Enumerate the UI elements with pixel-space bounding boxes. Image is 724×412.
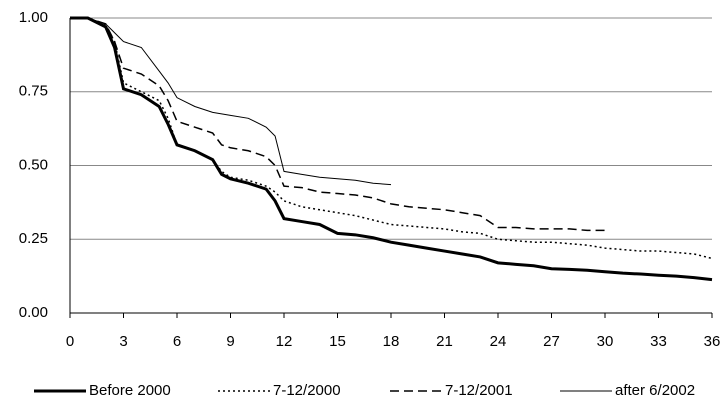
x-tick-label: 24 xyxy=(490,333,507,350)
series-line xyxy=(70,17,605,232)
y-tick-label: 0.25 xyxy=(19,230,48,247)
x-tick-label: 3 xyxy=(119,333,127,350)
x-tick-label: 0 xyxy=(66,333,74,350)
legend-label: Before 2000 xyxy=(89,382,171,399)
legend-label: 7-12/2000 xyxy=(273,382,341,399)
x-tick-label: 15 xyxy=(329,333,346,350)
x-tick-label: 6 xyxy=(173,333,181,350)
y-tick-label: 0.75 xyxy=(19,83,48,100)
legend-label: 7-12/2001 xyxy=(445,382,513,399)
x-tick-label: 33 xyxy=(650,333,667,350)
series-line xyxy=(70,16,713,282)
x-tick-label: 9 xyxy=(226,333,234,350)
y-tick-label: 0.50 xyxy=(19,156,48,173)
x-tick-label: 30 xyxy=(597,333,614,350)
x-tick-label: 27 xyxy=(543,333,560,350)
y-tick-label: 0.00 xyxy=(19,304,48,321)
x-tick-label: 18 xyxy=(383,333,400,350)
series-line xyxy=(70,17,713,260)
x-tick-label: 21 xyxy=(436,333,453,350)
series-line xyxy=(70,17,392,186)
y-tick-label: 1.00 xyxy=(19,9,48,26)
legend-label: after 6/2002 xyxy=(615,382,695,399)
x-tick-label: 12 xyxy=(276,333,293,350)
x-tick-label: 36 xyxy=(704,333,721,350)
